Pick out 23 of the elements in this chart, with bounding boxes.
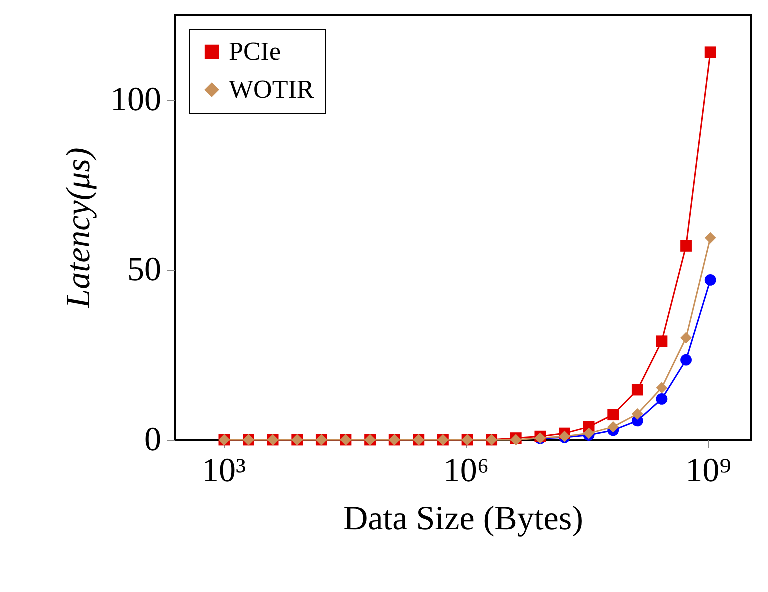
legend-label: WOTIR — [229, 75, 315, 104]
point — [608, 421, 620, 433]
point — [632, 408, 644, 420]
x-axis-title: Data Size (Bytes) — [344, 500, 584, 538]
point — [632, 384, 644, 396]
point — [608, 409, 620, 421]
x-tick-label: 10⁹ — [686, 452, 732, 490]
y-axis-title: Latency(μs) — [60, 148, 98, 310]
x-tick-label: 10⁶ — [443, 452, 490, 490]
y-tick-label: 50 — [128, 252, 162, 288]
point — [704, 274, 716, 286]
y-tick-label: 100 — [110, 82, 162, 118]
point — [680, 354, 692, 366]
point — [704, 46, 716, 58]
point — [704, 232, 716, 244]
point — [656, 336, 668, 348]
point — [680, 332, 692, 344]
x-tick-label: 10³ — [202, 452, 246, 490]
y-tick-label: 0 — [144, 422, 162, 458]
point — [656, 394, 668, 405]
point — [680, 240, 692, 252]
point — [656, 382, 668, 394]
legend-label: PCIe — [229, 37, 281, 66]
